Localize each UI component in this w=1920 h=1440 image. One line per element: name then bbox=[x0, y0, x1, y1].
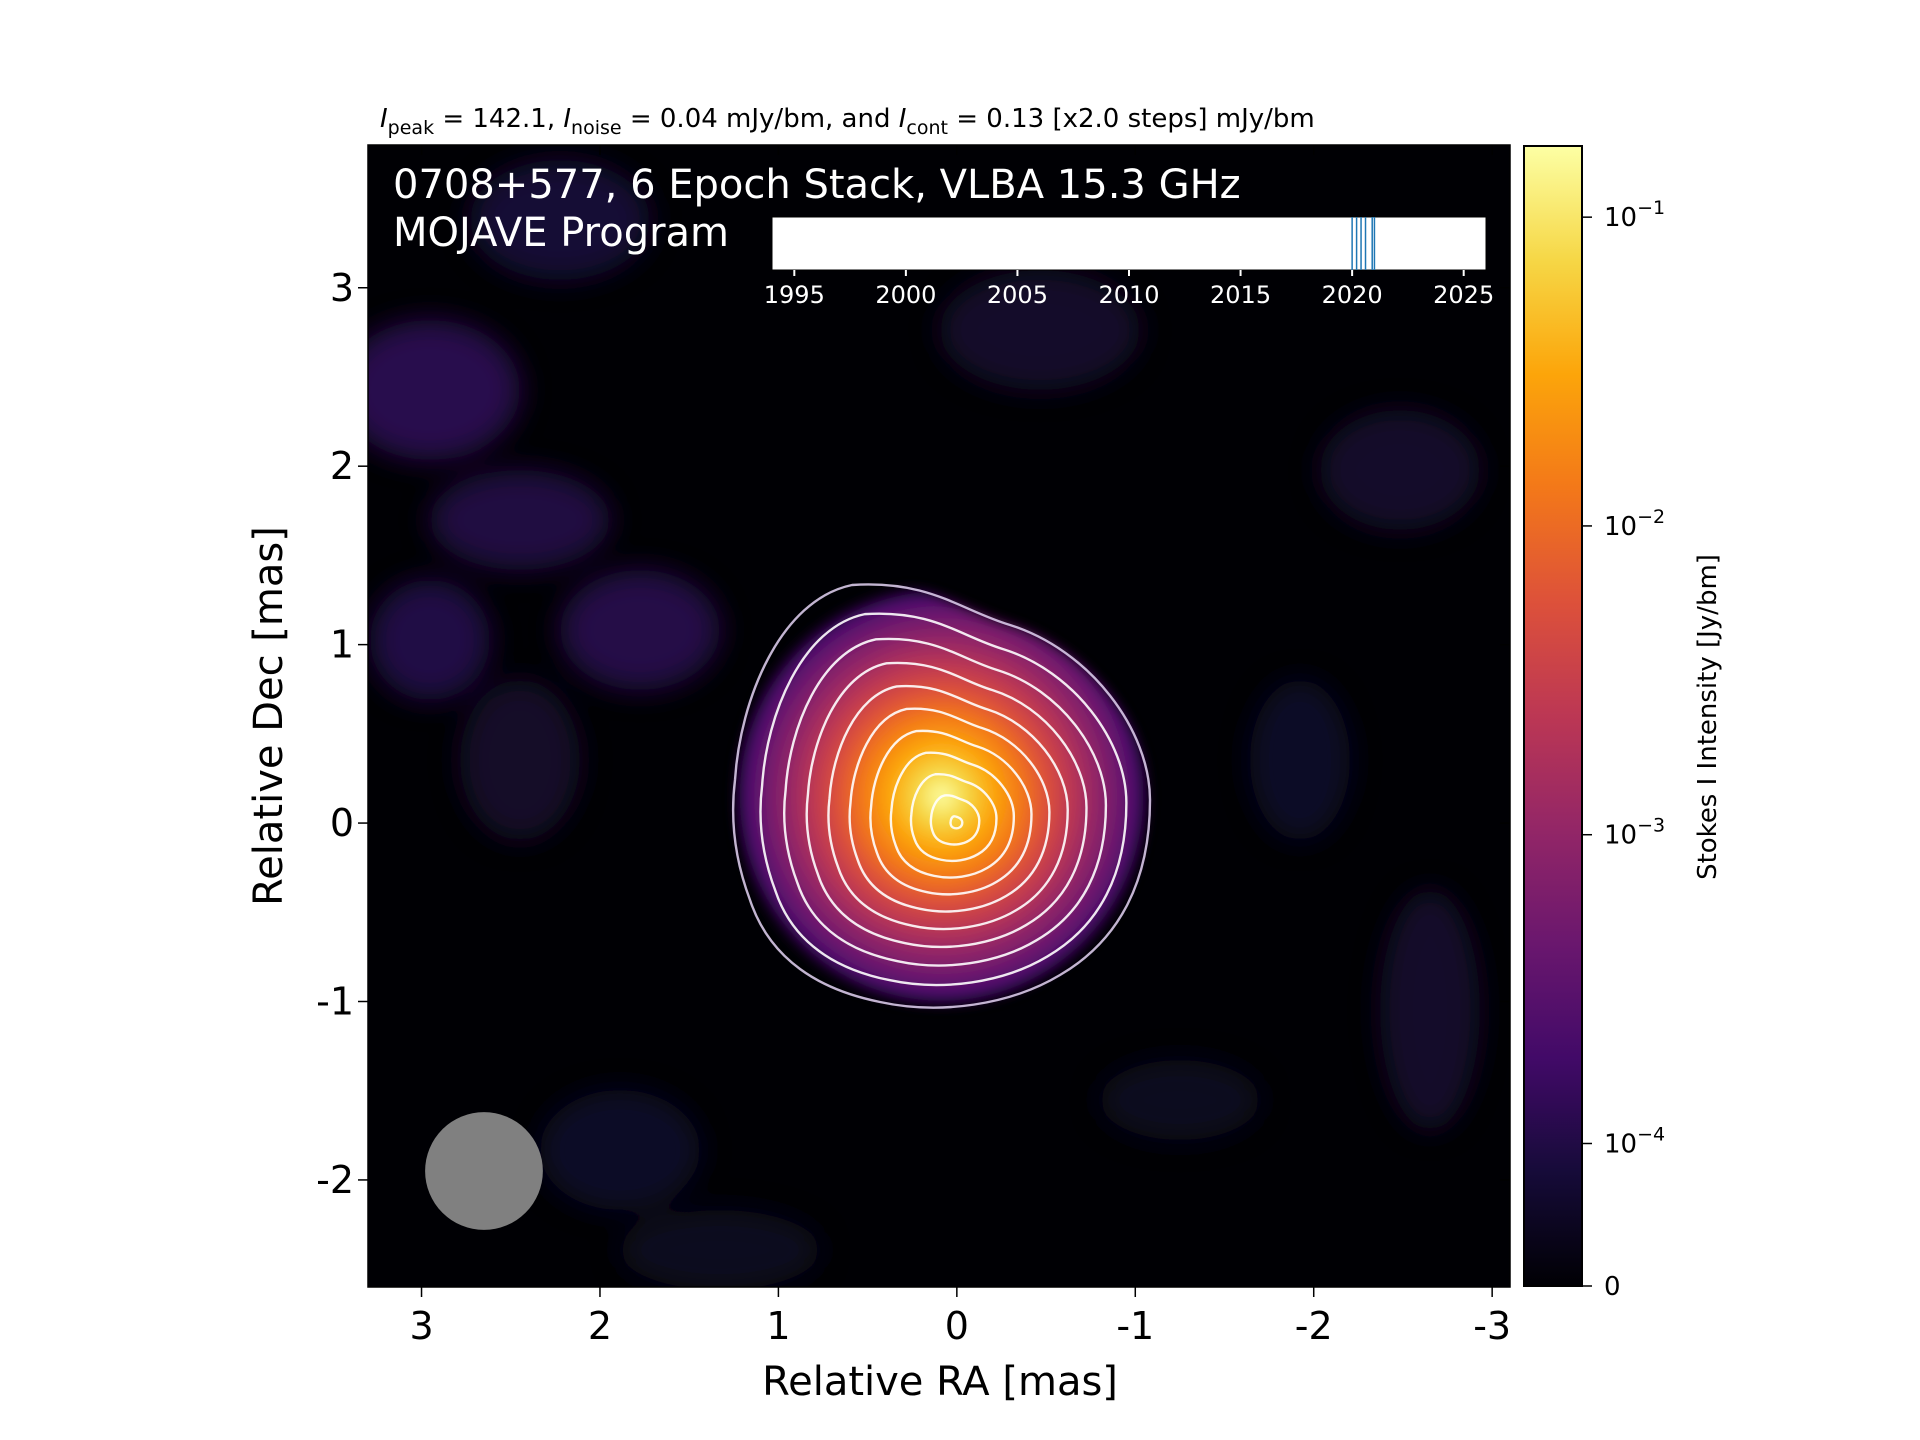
contour-level bbox=[870, 731, 1031, 894]
x-tick-label: 1 bbox=[766, 1304, 790, 1348]
contour-level bbox=[850, 709, 1050, 912]
inset-tick-label: 2025 bbox=[1433, 281, 1494, 309]
inset-tick-label: 2010 bbox=[1098, 281, 1159, 309]
inset-tick-label: 2000 bbox=[875, 281, 936, 309]
x-axis-label: Relative RA [mas] bbox=[762, 1359, 1118, 1405]
inset-tick-label: 2005 bbox=[987, 281, 1048, 309]
subtitle-symbol-noise: I bbox=[563, 104, 571, 134]
colorbar-tick-label: 0 bbox=[1604, 1272, 1621, 1302]
epoch-inset-box bbox=[771, 216, 1487, 271]
contour-level bbox=[760, 614, 1126, 985]
y-axis-label: Relative Dec [mas] bbox=[246, 526, 292, 906]
subtitle-symbol-cont: I bbox=[899, 104, 907, 134]
subtitle-noise-sub: noise bbox=[571, 117, 622, 139]
colorbar-gradient bbox=[1523, 145, 1583, 1287]
y-tick-label: 3 bbox=[330, 266, 354, 310]
subtitle-symbol-peak: I bbox=[380, 104, 388, 134]
image-panel: 3 2 1 0 -1 -2 -3 3 2 1 0 -1 -2 0708+577, 6 Epoch St… bbox=[316, 144, 1511, 1348]
contour-level bbox=[891, 753, 1014, 878]
contour-level bbox=[733, 584, 1150, 1007]
colorbar-ticks: 0 10−4 10−3 10−2 10−1 bbox=[1582, 197, 1665, 1302]
y-tick-label: -1 bbox=[316, 980, 354, 1024]
subtitle-noise-value: = 0.04 mJy/bm, and bbox=[622, 104, 899, 134]
colorbar: 0 10−4 10−3 10−2 10−1 Stokes I Intensity [Jy… bbox=[1523, 145, 1723, 1302]
epoch-lines bbox=[1351, 217, 1376, 270]
colorbar-tick-label: 10−1 bbox=[1604, 197, 1665, 233]
contour-level bbox=[828, 686, 1067, 929]
y-tick-label: 2 bbox=[330, 444, 354, 488]
x-tick-label: -3 bbox=[1473, 1304, 1511, 1348]
contour-level bbox=[784, 639, 1106, 966]
subtitle-cont-value: = 0.13 [x2.0 steps] mJy/bm bbox=[948, 104, 1315, 134]
y-tick-label: 1 bbox=[330, 623, 354, 667]
inset-tick-label: 2020 bbox=[1322, 281, 1383, 309]
plot-frame bbox=[367, 144, 1511, 1288]
y-tick-label: -2 bbox=[316, 1158, 354, 1202]
x-tick-label: 3 bbox=[409, 1304, 433, 1348]
colorbar-tick-label: 10−2 bbox=[1604, 506, 1665, 542]
beam-ellipse bbox=[425, 1112, 543, 1230]
subtitle-peak-value: = 142.1, bbox=[434, 104, 563, 134]
subtitle-cont-sub: cont bbox=[906, 117, 948, 139]
colorbar-tick-label: 10−4 bbox=[1604, 1124, 1665, 1160]
epoch-inset: 1995 2000 2005 2010 2015 2020 2025 bbox=[764, 216, 1494, 309]
x-axis: 3 2 1 0 -1 -2 -3 bbox=[409, 145, 1511, 1348]
panel-title-line2: MOJAVE Program bbox=[393, 210, 729, 256]
x-tick-label: 2 bbox=[588, 1304, 612, 1348]
x-tick-label: -2 bbox=[1295, 1304, 1333, 1348]
contour-level bbox=[931, 795, 979, 844]
y-axis: 3 2 1 0 -1 -2 bbox=[316, 266, 1510, 1202]
epoch-inset-axis: 1995 2000 2005 2010 2015 2020 2025 bbox=[764, 270, 1494, 309]
contour-level bbox=[951, 816, 963, 828]
contour-lines bbox=[733, 584, 1150, 1007]
noise-patches bbox=[368, 160, 1480, 1287]
subtitle-peak-sub: peak bbox=[388, 117, 434, 139]
x-tick-label: -1 bbox=[1116, 1304, 1154, 1348]
contour-level bbox=[807, 663, 1087, 947]
inset-tick-label: 2015 bbox=[1210, 281, 1271, 309]
inset-tick-label: 1995 bbox=[764, 281, 825, 309]
contour-level bbox=[911, 774, 996, 861]
colorbar-tick-label: 10−3 bbox=[1604, 815, 1665, 851]
chart-subtitle: Ipeak = 142.1, Inoise = 0.04 mJy/bm, and… bbox=[380, 104, 1315, 139]
panel-title-line1: 0708+577, 6 Epoch Stack, VLBA 15.3 GHz bbox=[393, 162, 1241, 208]
x-tick-label: 0 bbox=[945, 1304, 969, 1348]
colorbar-label: Stokes I Intensity [Jy/bm] bbox=[1693, 554, 1723, 880]
y-tick-label: 0 bbox=[330, 801, 354, 845]
